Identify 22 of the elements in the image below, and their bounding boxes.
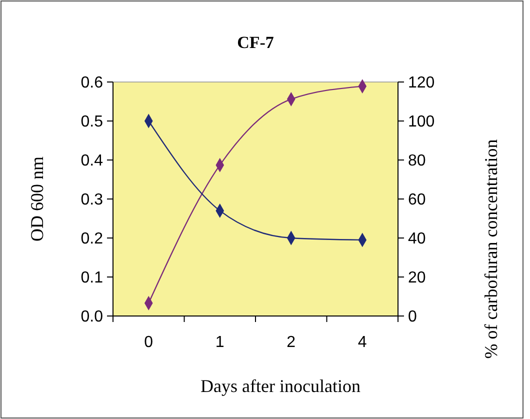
y2-tick-label: 100 (408, 114, 435, 131)
y-tick-label: 0.5 (80, 114, 104, 131)
y-tick-label: 0.1 (80, 270, 104, 287)
y2-tick-label: 20 (408, 270, 426, 287)
x-tick-label: 4 (358, 334, 367, 351)
y2-tick-label: 0 (408, 308, 417, 326)
x-axis-title: Days after inoculation (200, 376, 360, 396)
y2-tick-label: 120 (408, 74, 435, 92)
x-tick-label: 1 (215, 334, 224, 351)
y2-axis-title: % of carbofuran concentration (481, 139, 501, 359)
y-tick-label: 0.0 (80, 308, 104, 326)
y2-tick-label: 80 (408, 152, 426, 170)
y2-tick-label: 60 (408, 192, 426, 209)
y-tick-label: 0.4 (80, 152, 104, 170)
y-tick-label: 0.3 (80, 192, 104, 209)
x-tick-label: 2 (286, 334, 296, 351)
x-tick-label: 0 (144, 334, 154, 351)
y-axis-title: OD 600 nm (27, 156, 47, 242)
y2-tick-label: 40 (408, 230, 426, 248)
y-tick-label: 0.6 (80, 74, 104, 92)
y-tick-label: 0.2 (80, 230, 104, 248)
chart-title: CF-7 (237, 33, 274, 52)
